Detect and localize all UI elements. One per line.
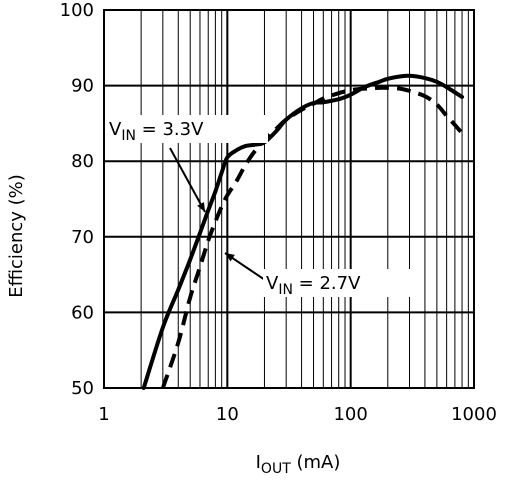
- y-tick-label: 100: [60, 0, 94, 21]
- y-tick-label: 50: [71, 378, 94, 399]
- x-tick-label: 100: [333, 404, 367, 425]
- annotation-leader-line: [169, 147, 206, 213]
- y-tick-label: 70: [71, 227, 94, 248]
- y-axis-title: Efficiency (%): [6, 174, 27, 298]
- y-tick-label: 90: [71, 76, 94, 97]
- annotation-arrowhead: [225, 253, 235, 262]
- x-tick-labels: 1 10 100 1000: [98, 404, 497, 425]
- y-tick-labels: 50 60 70 80 90 100: [60, 0, 94, 399]
- annotation-label-background: [106, 115, 268, 143]
- x-tick-label: 1: [98, 404, 109, 425]
- annotation-value: = 3.3V: [136, 119, 204, 140]
- x-tick-label: 10: [216, 404, 239, 425]
- plot-frame: [103, 9, 475, 389]
- annotation-value: = 2.7V: [293, 273, 361, 294]
- annotation-main: V: [266, 273, 279, 294]
- annotation-subscript: IN: [121, 128, 136, 144]
- y-tick-label: 80: [71, 151, 94, 172]
- annotation-arrowhead: [197, 202, 205, 212]
- annotation-label: VIN = 2.7V: [266, 273, 361, 298]
- x-axis-title-subscript: OUT: [261, 461, 291, 477]
- y-tick-label: 60: [71, 302, 94, 323]
- x-axis-title-main: I: [256, 452, 261, 473]
- annotation-main: V: [109, 119, 122, 140]
- data-series: [141, 73, 465, 390]
- annotation-label: VIN = 3.3V: [109, 119, 204, 144]
- x-axis-title: IOUT (mA): [256, 452, 341, 477]
- x-axis-title-unit: (mA): [291, 452, 341, 473]
- annotation-subscript: IN: [278, 282, 293, 298]
- series-line-vin-2-7v: [160, 85, 464, 389]
- annotation-vin-3-3v: VIN = 3.3V: [106, 115, 268, 213]
- annotation-label-background: [263, 269, 411, 297]
- series-line-vin-3-3v: [141, 73, 465, 390]
- annotation-vin-2-7v: VIN = 2.7V: [224, 252, 411, 298]
- x-tick-label: 1000: [451, 404, 497, 425]
